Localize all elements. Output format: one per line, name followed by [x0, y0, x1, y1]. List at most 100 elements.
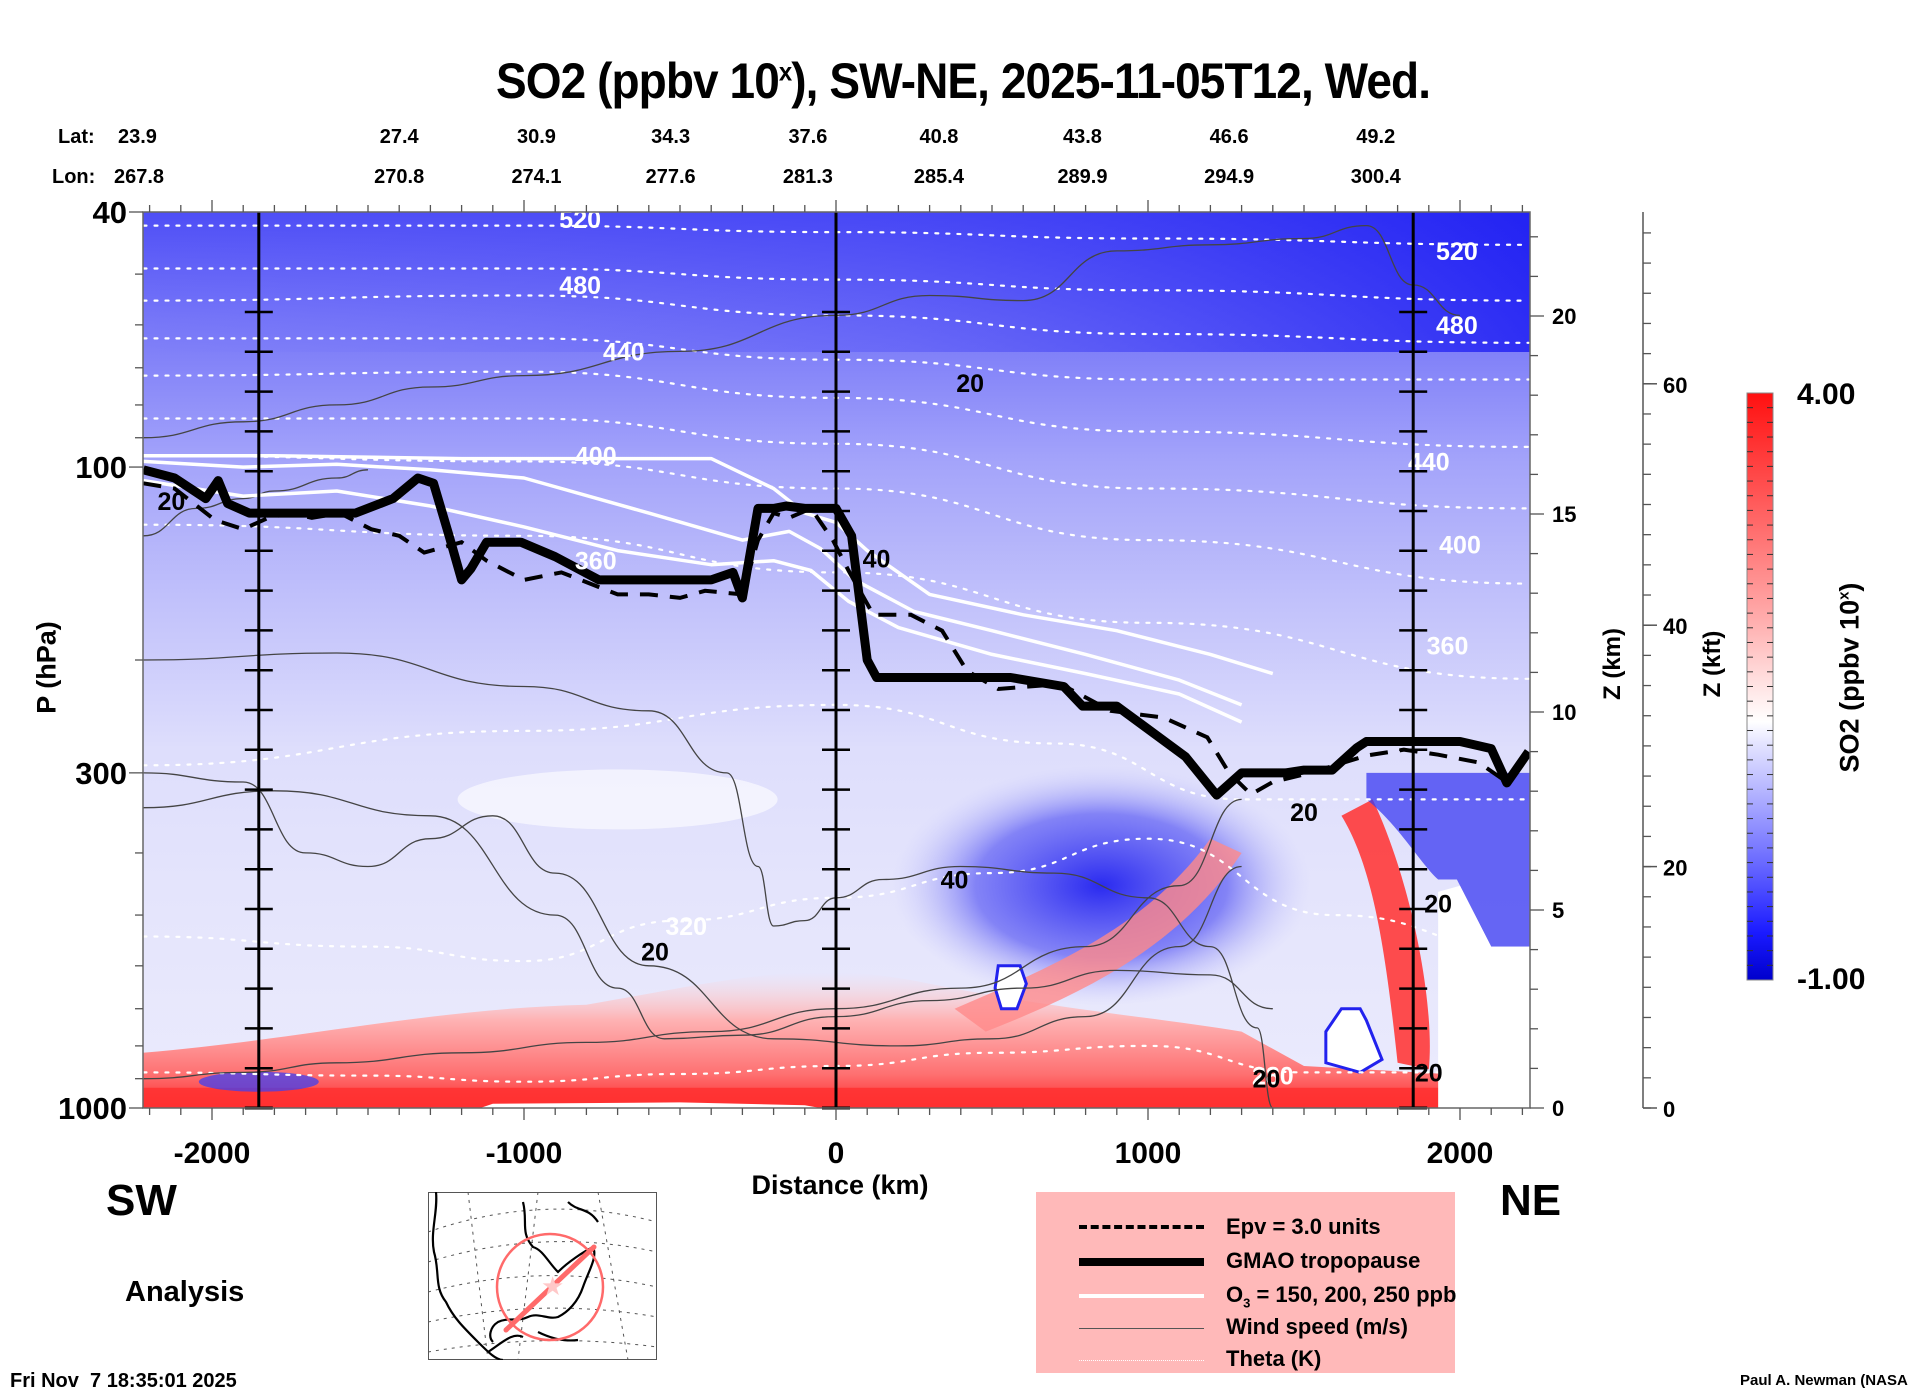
x-tick-label: 2000	[1427, 1137, 1494, 1170]
z-km-axis: 0 5 10 15 20	[1530, 236, 1576, 1121]
y-tick-label: 1000	[58, 1091, 127, 1126]
z-kft-tick-label: 40	[1663, 614, 1687, 639]
wind-label: 20	[956, 370, 984, 398]
lat-value: 23.9	[118, 126, 157, 148]
so2-missing-patch	[480, 1102, 821, 1108]
lon-value: 285.4	[913, 166, 964, 188]
wind-isoline	[143, 798, 1242, 1080]
lon-value: 289.9	[1057, 166, 1108, 188]
y-axis-label: P (hPa)	[31, 621, 62, 714]
y-tick-label: 100	[75, 450, 127, 485]
chart-title: SO2 (ppbv 10x), SW-NE, 2025-11-05T12, We…	[495, 53, 1431, 109]
y-tick-label: 40	[93, 195, 127, 230]
legend-item-wind: Wind speed (m/s)	[1036, 1312, 1455, 1342]
lon-value: 294.9	[1204, 166, 1255, 188]
lon-value: 270.8	[374, 166, 425, 188]
wind-isoline	[143, 224, 1461, 439]
theta-label: 400	[575, 443, 617, 471]
wind-label: 20	[1415, 1059, 1443, 1087]
theta-label: 360	[1427, 633, 1469, 661]
lat-value: 30.9	[517, 126, 556, 148]
tropopause-line	[143, 465, 1530, 800]
lat-value: 46.6	[1209, 126, 1249, 148]
lat-value: 40.8	[919, 126, 959, 148]
so2-missing-right	[1438, 885, 1530, 1108]
y-tick-label: 300	[75, 756, 127, 791]
colorbar-min-label: -1.00	[1797, 963, 1866, 996]
z-km-label: Z (km)	[1599, 628, 1626, 700]
colorbar-max-label: 4.00	[1797, 378, 1856, 411]
so2-white-patch	[457, 769, 778, 830]
z-kft-axis: 0 20 40 60	[1642, 212, 1687, 1122]
lon-label: Lon:	[52, 166, 96, 188]
colorbar-label: SO2 (ppbv 10x)	[1834, 582, 1865, 773]
z-km-tick-label: 15	[1552, 502, 1576, 527]
wind-label: 40	[941, 866, 969, 894]
colorbar	[1746, 392, 1774, 981]
lat-value: 34.3	[651, 126, 691, 148]
x-tick-label: -1000	[486, 1137, 563, 1170]
minimap-track-line	[503, 1244, 597, 1333]
lat-label: Lat:	[58, 126, 95, 148]
x-tick-label: 0	[828, 1137, 845, 1170]
so2-missing-patch	[993, 964, 1028, 1011]
dashed-line-icon	[1079, 1225, 1204, 1229]
timestamp: Fri Nov 7 18:35:01 2025	[10, 1370, 237, 1392]
vertical-markers	[244, 212, 1428, 1110]
wind-isoline	[143, 790, 1273, 1040]
ne-label: NE	[1500, 1176, 1562, 1225]
x-axis: -2000 -1000 0 1000 2000	[148, 200, 1524, 1170]
z-km-tick-label: 5	[1552, 898, 1564, 923]
lon-value: 277.6	[645, 166, 696, 188]
z-km-tick-label: 0	[1552, 1096, 1564, 1121]
y-axis: 40 100 300 1000	[58, 195, 143, 1126]
wind-labels: 20 20 40 40 20 20 20 20 20	[158, 370, 1453, 1093]
ozone-isoline	[143, 459, 1243, 707]
z-kft-label: Z (kft)	[1699, 630, 1726, 698]
minimap-graticule	[428, 1192, 657, 1360]
thick-line-icon	[1079, 1258, 1204, 1266]
lat-value: 43.8	[1063, 126, 1102, 148]
z-kft-tick-label: 60	[1663, 373, 1687, 398]
x-axis-label: Distance (km)	[751, 1170, 929, 1200]
lat-value: 49.2	[1356, 126, 1396, 148]
thin-line-icon	[1079, 1328, 1204, 1329]
so2-missing-patch	[1324, 1007, 1384, 1075]
minimap-range-circle	[495, 1232, 605, 1342]
colorbar-ticks	[1747, 407, 1773, 966]
legend: Epv = 3.0 units GMAO tropopause O3 = 150…	[1036, 1192, 1456, 1374]
legend-item-tropopause: GMAO tropopause	[1036, 1246, 1455, 1276]
ozone-isolines	[143, 453, 1274, 724]
minimap-center-star-icon: ★	[541, 1271, 564, 1301]
so2-right-blue	[1366, 772, 1530, 947]
epv-line	[143, 481, 1530, 797]
credit: Paul A. Newman (NASA	[1740, 1372, 1908, 1389]
wind-isoline	[143, 772, 1242, 1047]
lon-value: 300.4	[1350, 166, 1401, 188]
theta-label: 280	[1252, 1063, 1294, 1091]
wind-label: 20	[1424, 891, 1452, 919]
z-km-tick-label: 10	[1552, 700, 1576, 725]
z-km-tick-label: 20	[1552, 304, 1576, 329]
x-tick-label: -2000	[174, 1137, 251, 1170]
minimap-coastlines	[431, 1192, 599, 1360]
theta-label: 480	[1436, 312, 1478, 340]
legend-item-theta: Theta (K)	[1036, 1344, 1455, 1374]
ozone-isoline	[143, 453, 1274, 676]
theta-isoline	[143, 703, 1530, 801]
lat-value: 37.6	[788, 126, 828, 148]
legend-item-epv: Epv = 3.0 units	[1036, 1212, 1455, 1242]
wind-label: 20	[1253, 1066, 1281, 1094]
theta-label: 480	[559, 272, 601, 300]
theta-label: 400	[1439, 531, 1481, 559]
sw-label: SW	[106, 1176, 177, 1225]
ozone-isoline	[143, 478, 1243, 724]
wind-label: 20	[641, 939, 669, 967]
so2-red-plume	[1341, 799, 1430, 1070]
theta-label: 520	[1436, 238, 1478, 266]
theta-label: 440	[603, 338, 645, 366]
lon-value: 281.3	[782, 166, 833, 188]
analysis-label: Analysis	[125, 1276, 245, 1308]
